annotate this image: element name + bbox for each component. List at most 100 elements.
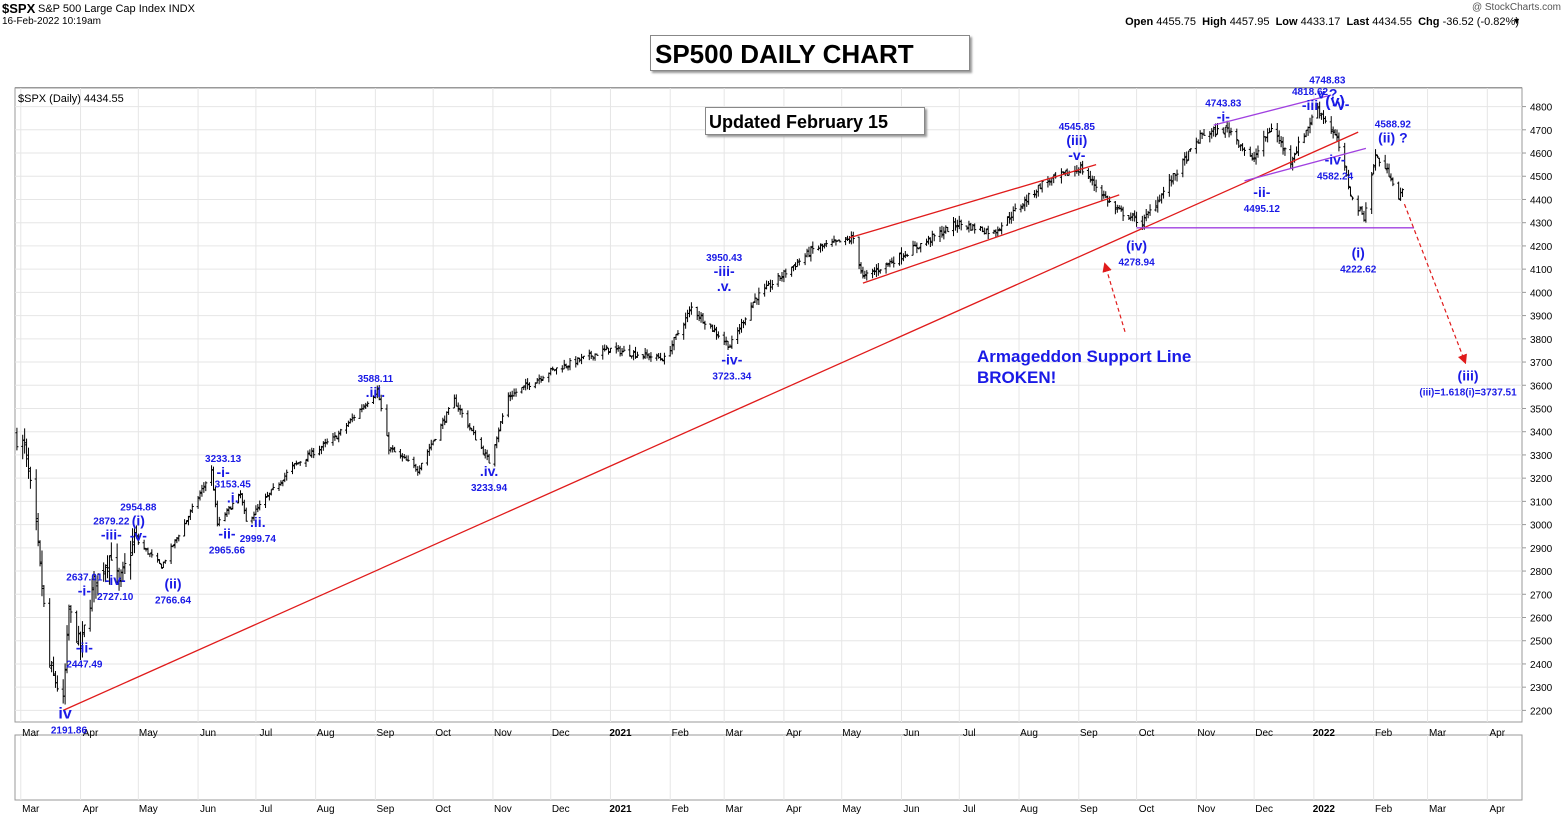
stockcharts-brand[interactable]: @ StockCharts.com (1471, 2, 1561, 13)
price-bar (1223, 126, 1227, 138)
price-bar (716, 331, 720, 339)
price-bar (932, 233, 936, 242)
price-bar (703, 320, 707, 330)
price-bar (1106, 195, 1110, 207)
price-bar (1133, 210, 1137, 222)
price-bar (876, 262, 880, 276)
price-bar (861, 266, 865, 279)
x-tick-label-lower: Oct (1139, 804, 1155, 815)
price-bar (158, 558, 162, 564)
wave-label: (i) (132, 513, 145, 529)
x-tick-label: Apr (83, 728, 99, 739)
price-bar (765, 280, 769, 290)
price-bar (1092, 175, 1096, 192)
wave-label: .iv. (480, 463, 498, 479)
price-bar (607, 347, 611, 355)
price-bar (96, 573, 100, 596)
high-value: 4457.95 (1229, 16, 1270, 28)
price-bar (429, 439, 433, 451)
price-bar (352, 414, 356, 421)
price-bar (539, 375, 543, 383)
price-bar (901, 253, 905, 262)
price-bar (171, 545, 175, 548)
price-bar (40, 550, 44, 597)
price-bar (1216, 123, 1220, 135)
price-bar (1302, 133, 1306, 144)
price-bar (400, 453, 404, 462)
price-bar (1281, 136, 1285, 155)
price-bar (1370, 172, 1374, 214)
price-bar (267, 492, 271, 501)
price-bar (865, 270, 869, 281)
x-tick-label: Apr (1490, 728, 1506, 739)
chg-label: Chg (1418, 16, 1440, 28)
x-tick-label: Mar (726, 728, 744, 739)
price-bar (493, 444, 497, 467)
price-bar (225, 508, 229, 517)
pointer-arrow (1102, 262, 1126, 333)
y-tick-label: 3600 (1530, 381, 1553, 392)
price-bar (1289, 145, 1293, 169)
price-bar (1088, 170, 1092, 183)
price-bar (780, 271, 784, 282)
chg-value: -36.52 (-0.82%) (1442, 16, 1519, 28)
x-tick-label-lower: Mar (726, 804, 744, 815)
price-bar (820, 243, 824, 252)
wave-label: -i- (217, 464, 231, 480)
price-bar (952, 216, 956, 237)
price-bar (872, 267, 876, 275)
price-bar (79, 631, 83, 660)
wave-label: 4748.83 (1309, 75, 1346, 86)
price-bar (1144, 208, 1148, 222)
price-bar (1256, 145, 1260, 158)
price-bar (649, 352, 653, 362)
price-bar (1148, 204, 1152, 216)
price-bar (1185, 151, 1189, 164)
y-tick-label: 2200 (1530, 706, 1553, 717)
price-bar (94, 575, 98, 599)
price-bar (603, 344, 607, 352)
price-bar (298, 461, 302, 466)
price-bar (495, 436, 499, 449)
y-tick-label: 4200 (1530, 242, 1553, 253)
price-bar (487, 453, 491, 464)
price-bar (183, 519, 187, 537)
price-bar (389, 447, 393, 453)
price-bar (393, 446, 397, 453)
symbol-description: S&P 500 Large Cap Index INDX (38, 3, 195, 15)
price-bar (1198, 130, 1202, 144)
x-tick-label: Nov (494, 728, 512, 739)
price-bar (452, 394, 456, 409)
price-bar (281, 480, 285, 487)
price-bar (1027, 192, 1031, 205)
price-bar (1021, 202, 1025, 210)
price-bar (1160, 193, 1164, 204)
price-bar (1079, 161, 1083, 174)
price-bar (537, 374, 541, 385)
wave-label: 4495.12 (1244, 204, 1281, 215)
x-tick-label: Feb (1375, 728, 1393, 739)
wave-label: .i. (227, 489, 239, 505)
price-bar (258, 500, 262, 511)
price-bar (1372, 164, 1376, 175)
price-bar (996, 226, 1000, 237)
wave-label: 4818.62 (1292, 87, 1329, 98)
price-bar (223, 512, 227, 522)
chevron-down-icon[interactable]: ▼ (1512, 16, 1521, 26)
price-bar (1046, 176, 1050, 188)
price-bar (1121, 206, 1125, 222)
price-bar (186, 515, 190, 526)
price-bar (42, 585, 46, 608)
price-bar (385, 404, 389, 437)
wave-label: -iii (1302, 97, 1318, 113)
price-bar (1036, 184, 1040, 197)
price-bar (632, 350, 636, 361)
last-value: 4434.55 (1372, 16, 1412, 28)
price-bar (857, 236, 861, 270)
wave-label: 3233.94 (471, 483, 508, 494)
price-bar (1183, 152, 1187, 166)
price-bar (1104, 191, 1108, 199)
price-bar (1391, 177, 1395, 187)
price-bar (406, 455, 410, 462)
x-tick-label: 2021 (609, 728, 632, 739)
